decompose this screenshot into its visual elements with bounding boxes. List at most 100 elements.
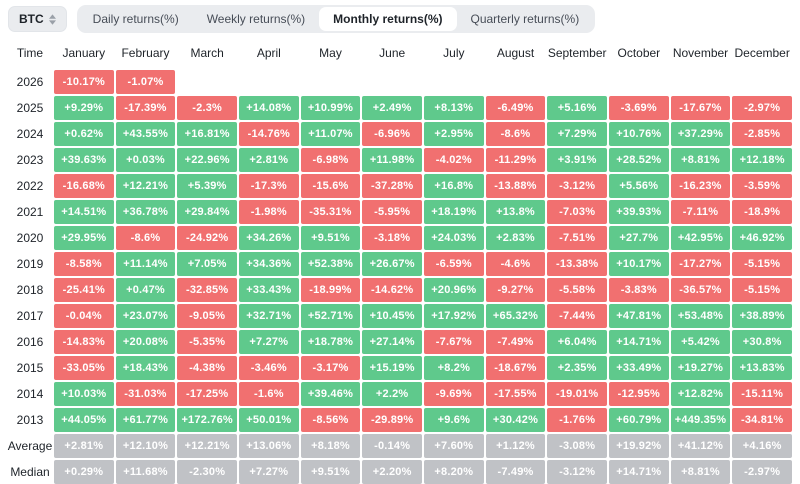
month-header: September xyxy=(547,46,607,60)
return-cell: +52.71% xyxy=(300,304,361,328)
return-cell: +41.12% xyxy=(670,434,731,458)
month-header: April xyxy=(256,46,281,60)
symbol-select[interactable]: BTC xyxy=(8,6,67,32)
tab-quarterly-returns[interactable]: Quarterly returns(%) xyxy=(470,12,580,26)
return-cell: -12.95% xyxy=(609,382,669,406)
return-cell: +5.56% xyxy=(609,174,669,198)
table-row: 2026 -10.17% -1.07% xyxy=(8,70,792,94)
return-cell: -1.07% xyxy=(115,70,176,94)
return-cell: +9.6% xyxy=(424,408,484,432)
table-row: Average +2.81% +12.10% +12.21% +13.06% +8.18%… xyxy=(8,434,792,458)
row-label: Median xyxy=(10,465,50,479)
return-cell: -31.03% xyxy=(115,382,176,406)
month-header: January xyxy=(62,46,106,60)
return-cell: +16.8% xyxy=(424,174,484,198)
return-cell: +13.83% xyxy=(732,356,792,380)
return-cell: +15.19% xyxy=(362,356,422,380)
row-label: 2014 xyxy=(16,387,44,401)
return-cell: -2.85% xyxy=(732,122,792,146)
row-label: 2022 xyxy=(16,179,44,193)
return-cell: +23.07% xyxy=(115,304,176,328)
empty-cell xyxy=(732,70,792,94)
return-cell: +7.27% xyxy=(239,330,299,354)
empty-cell xyxy=(671,70,731,94)
return-cell: -2.97% xyxy=(732,460,792,484)
empty-cell xyxy=(177,70,237,94)
return-cell: +36.78% xyxy=(115,200,176,224)
row-label: 2016 xyxy=(16,335,44,349)
return-cell: -15.11% xyxy=(732,382,792,406)
return-cell: +9.51% xyxy=(300,226,361,250)
return-cell: +12.82% xyxy=(670,382,731,406)
return-cell: -10.17% xyxy=(54,70,114,94)
top-controls-bar: BTC Daily returns(%) Weekly returns(%) M… xyxy=(0,0,800,37)
return-cell: -14.83% xyxy=(54,330,114,354)
return-cell: +7.27% xyxy=(239,460,299,484)
return-cell: -3.12% xyxy=(547,174,607,198)
row-label: 2013 xyxy=(16,413,44,427)
month-header: November xyxy=(672,46,729,60)
return-cell: -17.25% xyxy=(177,382,237,406)
table-row: 2024 +0.62% +43.55% +16.81% -14.76% +11.07% -6… xyxy=(8,122,792,146)
return-cell: +26.67% xyxy=(362,252,422,276)
row-label: 2015 xyxy=(16,361,44,375)
return-cell: +24.03% xyxy=(424,226,484,250)
return-cell: -3.18% xyxy=(362,226,422,250)
return-cell: -33.05% xyxy=(54,356,114,380)
return-cell: -17.55% xyxy=(485,382,546,406)
return-cell: +53.48% xyxy=(670,304,731,328)
return-cell: -2.3% xyxy=(177,96,237,120)
return-cell: +30.42% xyxy=(485,408,546,432)
return-cell: -8.6% xyxy=(485,122,546,146)
return-cell: -4.38% xyxy=(177,356,237,380)
return-cell: +8.2% xyxy=(424,356,484,380)
table-row: 2023 +39.63% +0.03% +22.96% +2.81% -6.98% +11.… xyxy=(8,148,792,172)
return-cell: +13.06% xyxy=(239,434,299,458)
return-cell: -8.6% xyxy=(115,226,176,250)
return-cell: -17.27% xyxy=(670,252,731,276)
return-cell: -7.67% xyxy=(424,330,484,354)
return-cell: -3.08% xyxy=(547,434,607,458)
return-cell: +8.81% xyxy=(670,148,731,172)
row-label: 2021 xyxy=(16,205,44,219)
return-cell: -18.9% xyxy=(732,200,792,224)
return-cell: -16.23% xyxy=(670,174,731,198)
return-cell: -7.44% xyxy=(547,304,607,328)
return-cell: +11.14% xyxy=(115,252,176,276)
return-cell: +32.71% xyxy=(239,304,299,328)
tab-daily-returns[interactable]: Daily returns(%) xyxy=(92,12,179,26)
tab-monthly-returns[interactable]: Monthly returns(%) xyxy=(319,7,457,31)
return-cell: -11.29% xyxy=(485,148,546,172)
return-cell: +7.60% xyxy=(424,434,484,458)
month-header: May xyxy=(319,46,342,60)
return-cell: -7.49% xyxy=(485,330,546,354)
return-cell: -1.76% xyxy=(547,408,607,432)
return-cell: +2.35% xyxy=(547,356,607,380)
table-row: 2018 -25.41% +0.47% -32.85% +33.43% -18.99% -1… xyxy=(8,278,792,302)
return-cell: -5.15% xyxy=(732,278,792,302)
return-cell: -14.62% xyxy=(362,278,422,302)
return-cell: +65.32% xyxy=(485,304,546,328)
return-cell: +0.47% xyxy=(115,278,176,302)
return-cell: -1.98% xyxy=(239,200,299,224)
return-cell: -3.12% xyxy=(547,460,607,484)
row-label: 2026 xyxy=(16,75,44,89)
return-cell: -3.83% xyxy=(609,278,669,302)
return-cell: +14.08% xyxy=(239,96,299,120)
return-cell: +7.05% xyxy=(177,252,237,276)
table-row: 2016 -14.83% +20.08% -5.35% +7.27% +18.78% +27… xyxy=(8,330,792,354)
return-cell: -17.3% xyxy=(239,174,299,198)
return-cell: -32.85% xyxy=(177,278,237,302)
return-cell: +2.20% xyxy=(362,460,422,484)
month-header: August xyxy=(496,46,535,60)
empty-cell xyxy=(486,70,546,94)
table-row: 2022 -16.68% +12.21% +5.39% -17.3% -15.6% -37.… xyxy=(8,174,792,198)
return-cell: +19.92% xyxy=(609,434,669,458)
return-cell: -34.81% xyxy=(732,408,792,432)
return-cell: -13.88% xyxy=(485,174,546,198)
return-cell: -7.51% xyxy=(547,226,607,250)
return-cell: -8.58% xyxy=(54,252,114,276)
tab-weekly-returns[interactable]: Weekly returns(%) xyxy=(206,12,306,26)
month-header: October xyxy=(617,46,661,60)
return-cell: +33.43% xyxy=(239,278,299,302)
